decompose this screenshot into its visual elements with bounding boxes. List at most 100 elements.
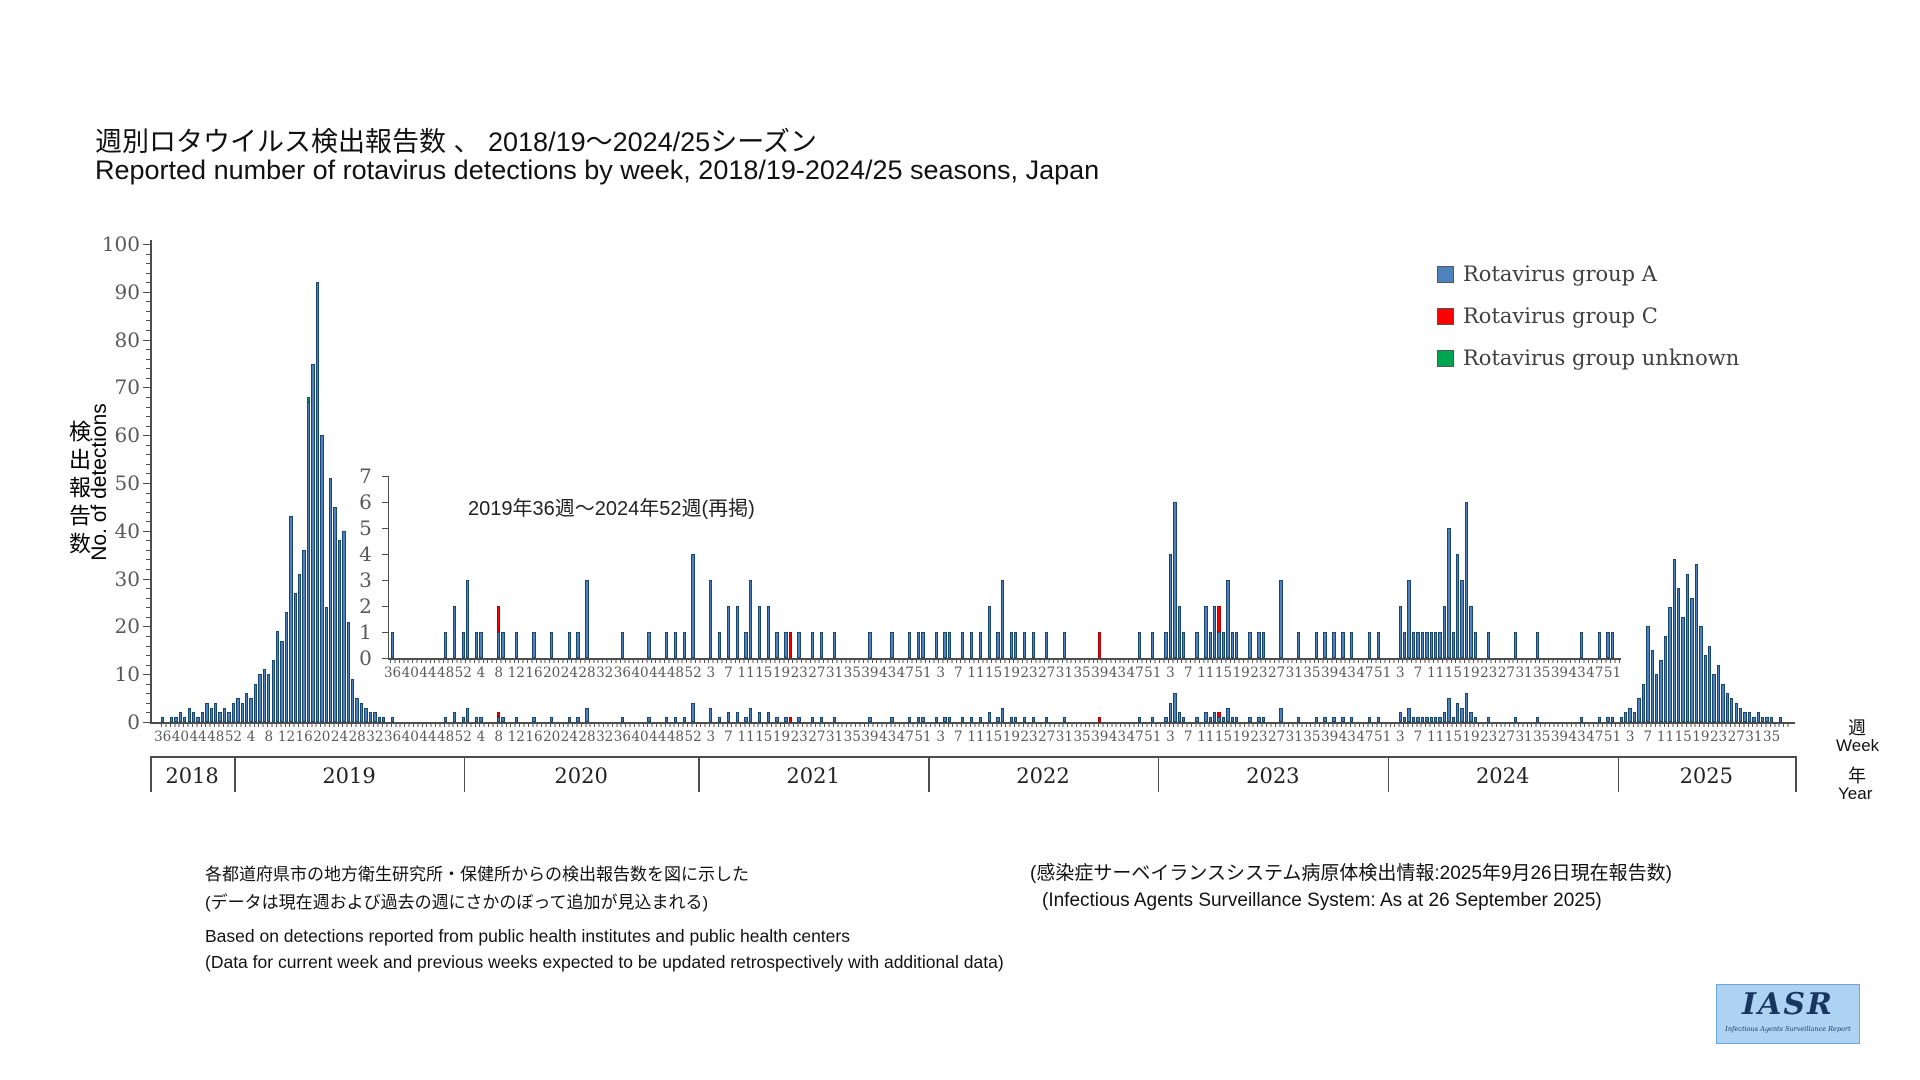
bar-groupA-2020w8	[496, 717, 501, 722]
bar-groupA-2024w10	[1429, 717, 1433, 722]
main-y-tick	[143, 339, 150, 341]
bar-groupA-2019w2	[240, 702, 244, 722]
bar-groupA-2021w16	[766, 712, 770, 722]
footnote-en-right: (Infectious Agents Surveillance System: …	[1042, 890, 1602, 911]
inset-week-label-2022w27: 27	[1038, 665, 1056, 681]
bar-groupA-2024w18	[1464, 693, 1469, 722]
year-divider	[1387, 756, 1390, 792]
bar-groupA-2020w42	[647, 717, 651, 722]
legend-swatch-icon	[1437, 349, 1454, 367]
main-week-label-2024w35: 35	[1533, 729, 1551, 745]
inset-week-label-2020w44: 44	[649, 665, 667, 681]
main-week-label-2021w51: 51	[914, 729, 932, 745]
main-y-tick	[146, 702, 150, 704]
main-y-tick	[146, 502, 150, 504]
main-week-label-2025w23: 23	[1709, 729, 1728, 745]
main-week-label-2019w52: 52	[454, 729, 472, 745]
bar-groupA-2020w16	[532, 717, 536, 722]
year-divider	[928, 756, 930, 792]
inset-bar-groupA-2022w24	[1031, 632, 1036, 658]
inset-bar-groupA-2021w3	[709, 580, 713, 658]
inset-bar-groupA-2020w50	[682, 632, 686, 658]
inset-week-label-2023w35: 35	[1303, 665, 1321, 681]
main-y-tick	[146, 588, 150, 590]
bar-groupA-2025w25	[1725, 693, 1730, 722]
main-week-label-2021w11: 11	[737, 729, 755, 745]
bar-groupA-2024w19	[1469, 712, 1473, 722]
bar-groupA-2023w38	[1323, 717, 1327, 722]
inset-week-label-2022w23: 23	[1020, 665, 1038, 681]
bar-groupA-2019w17	[306, 401, 311, 722]
inset-bar-groupA-2023w32	[1296, 632, 1301, 658]
inset-bar-groupA-2020w8	[496, 632, 501, 658]
year-divider	[150, 756, 152, 792]
main-y-tick	[146, 320, 150, 322]
inset-bar-groupA-2020w46	[664, 632, 669, 658]
inset-week-label-2020w48: 48	[666, 665, 684, 681]
bar-groupA-2019w15	[298, 573, 302, 722]
inset-week-label-2021w35: 35	[843, 665, 861, 681]
bar-groupA-2021w5	[717, 717, 722, 722]
inset-bar-groupA-2024w4	[1403, 632, 1407, 658]
bar-groupA-2019w27	[351, 678, 355, 722]
bar-groupA-2023w42	[1341, 717, 1345, 722]
year-axis	[150, 756, 1795, 758]
inset-bar-groupA-2019w48	[443, 632, 448, 658]
bar-groupA-2018w44	[196, 717, 200, 722]
main-y-tick	[146, 272, 150, 274]
bar-groupA-2025w5	[1637, 698, 1641, 722]
inset-y-tick-label: 3	[359, 568, 372, 592]
bar-groupA-2023w28	[1279, 707, 1283, 722]
inset-week-label-2023w11: 11	[1197, 665, 1215, 681]
main-week-label-2024w23: 23	[1480, 729, 1498, 745]
inset-week-label-2023w31: 31	[1285, 665, 1303, 681]
inset-bar-groupA-2024w13	[1442, 606, 1447, 658]
bar-unknown-2019w17	[306, 396, 311, 402]
bar-groupA-2025w4	[1632, 712, 1637, 722]
bar-groupA-2019w11	[280, 640, 284, 722]
main-y-tick-label: 10	[114, 662, 140, 687]
main-y-tick	[146, 712, 150, 714]
bar-groupA-2019w9	[271, 659, 275, 722]
main-week-label-2024w15: 15	[1444, 729, 1462, 745]
main-y-tick	[143, 674, 150, 676]
bar-groupA-2018w50	[222, 707, 227, 722]
inset-week-label-2024w7: 7	[1413, 665, 1423, 681]
bar-groupA-2020w50	[682, 717, 686, 722]
bar-groupA-2025w32	[1756, 712, 1760, 722]
main-week-label-2021w3: 3	[706, 729, 716, 745]
bar-groupA-2023w23	[1257, 717, 1261, 722]
inset-week-label-2020w52: 52	[684, 665, 702, 681]
bar-groupA-2022w10	[969, 717, 974, 722]
bar-groupA-2020w24	[567, 717, 572, 722]
bar-groupA-2021w12	[748, 707, 753, 722]
main-y-tick	[143, 244, 150, 245]
bar-groupA-2018w45	[200, 712, 205, 722]
inset-bar-groupC-2023w14	[1217, 606, 1221, 632]
bar-groupA-2023w14	[1217, 717, 1221, 722]
inset-week-label-2022w39: 39	[1091, 665, 1109, 681]
inset-bar-groupA-2023w12	[1208, 632, 1212, 658]
legend-item-label: Rotavirus group C	[1463, 304, 1658, 328]
bar-groupA-2021w18	[775, 717, 779, 722]
main-week-label-2023w3: 3	[1166, 729, 1175, 745]
inset-y-tick	[381, 554, 388, 555]
bar-groupA-2023w50	[1376, 717, 1380, 722]
main-week-label-2020w4: 4	[476, 729, 486, 745]
legend-swatch-icon	[1437, 265, 1454, 283]
bar-groupA-2022w27	[1045, 717, 1049, 722]
inset-week-label-2020w32: 32	[596, 665, 614, 681]
inset-week-label-2021w31: 31	[825, 665, 844, 681]
bar-groupA-2018w43	[191, 712, 196, 722]
inset-y-tick	[381, 606, 388, 607]
bar-groupA-2024w5	[1407, 707, 1411, 722]
inset-bar-groupA-2024w51	[1610, 632, 1615, 658]
year-label-2018: 2018	[165, 764, 219, 788]
inset-week-label-2022w7: 7	[954, 665, 963, 681]
main-y-tick	[146, 368, 150, 370]
inset-week-label-2023w27: 27	[1267, 665, 1286, 681]
main-week-label-2019w8: 8	[264, 729, 274, 745]
inset-week-label-2019w48: 48	[436, 665, 455, 681]
footnote-en-left-2: (Data for current week and previous week…	[205, 952, 1004, 972]
bar-groupA-2019w18	[311, 363, 315, 722]
